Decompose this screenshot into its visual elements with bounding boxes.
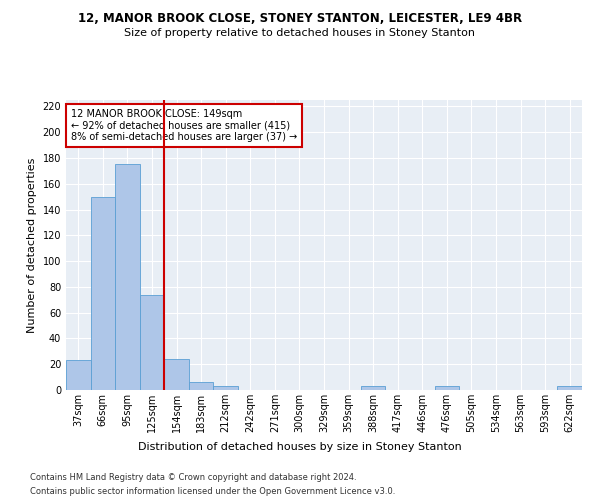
Bar [91, 196, 115, 390]
Text: 12, MANOR BROOK CLOSE, STONEY STANTON, LEICESTER, LE9 4BR: 12, MANOR BROOK CLOSE, STONEY STANTON, L… [78, 12, 522, 26]
Bar [434, 386, 459, 390]
Bar [361, 386, 385, 390]
Text: 12 MANOR BROOK CLOSE: 149sqm
← 92% of detached houses are smaller (415)
8% of se: 12 MANOR BROOK CLOSE: 149sqm ← 92% of de… [71, 108, 298, 142]
Text: Contains public sector information licensed under the Open Government Licence v3: Contains public sector information licen… [30, 488, 395, 496]
Bar [140, 294, 164, 390]
Bar [189, 382, 214, 390]
Bar [115, 164, 140, 390]
Bar [214, 386, 238, 390]
Text: Contains HM Land Registry data © Crown copyright and database right 2024.: Contains HM Land Registry data © Crown c… [30, 472, 356, 482]
Text: Distribution of detached houses by size in Stoney Stanton: Distribution of detached houses by size … [138, 442, 462, 452]
Text: Size of property relative to detached houses in Stoney Stanton: Size of property relative to detached ho… [125, 28, 476, 38]
Bar [66, 360, 91, 390]
Bar [164, 359, 189, 390]
Bar [557, 386, 582, 390]
Y-axis label: Number of detached properties: Number of detached properties [27, 158, 37, 332]
